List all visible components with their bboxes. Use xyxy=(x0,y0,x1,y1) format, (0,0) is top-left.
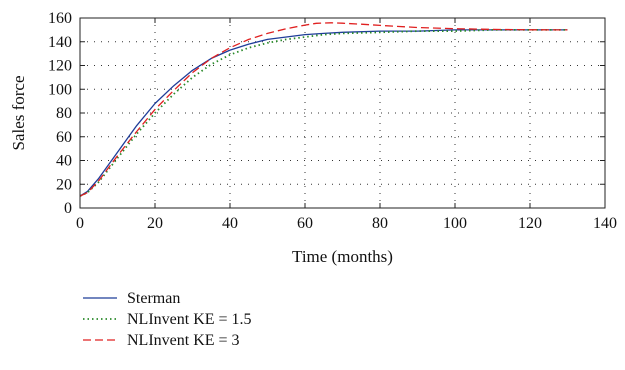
legend: Sterman NLInvent KE = 1.5 NLInvent KE = 3 xyxy=(83,290,252,349)
legend-label-2: NLInvent KE = 3 xyxy=(127,332,240,349)
x-axis-title: Time (months) xyxy=(292,247,393,266)
y-tick-label: 0 xyxy=(64,200,72,217)
y-axis-title: Sales force xyxy=(9,75,28,150)
x-tick-label: 120 xyxy=(518,215,542,232)
series-line-0 xyxy=(79,29,568,197)
plot-frame xyxy=(79,17,606,209)
y-tick-label: 40 xyxy=(56,153,72,170)
x-tick-label: 80 xyxy=(372,215,388,232)
grid xyxy=(80,18,605,208)
x-tick-label: 140 xyxy=(593,215,617,232)
y-tick-label: 20 xyxy=(56,176,72,193)
axis-ticks: 0 20 40 60 80 100 120 140 0 20 40 60 80 100 120 140 160 xyxy=(48,10,617,232)
x-tick-label: 40 xyxy=(222,215,238,232)
y-tick-label: 60 xyxy=(56,129,72,146)
y-tick-label: 140 xyxy=(48,34,72,51)
y-tick-label: 100 xyxy=(48,81,72,98)
x-tick-label: 0 xyxy=(76,215,84,232)
x-tick-label: 60 xyxy=(297,215,313,232)
series-line-2 xyxy=(79,22,568,197)
legend-label-1: NLInvent KE = 1.5 xyxy=(127,311,252,328)
y-tick-label: 120 xyxy=(48,58,72,75)
x-tick-label: 20 xyxy=(147,215,163,232)
legend-label-0: Sterman xyxy=(127,290,180,307)
series-lines xyxy=(79,22,568,197)
x-tick-label: 100 xyxy=(443,215,467,232)
y-tick-label: 160 xyxy=(48,10,72,27)
y-tick-label: 80 xyxy=(56,105,72,122)
series-line-1 xyxy=(79,29,568,197)
